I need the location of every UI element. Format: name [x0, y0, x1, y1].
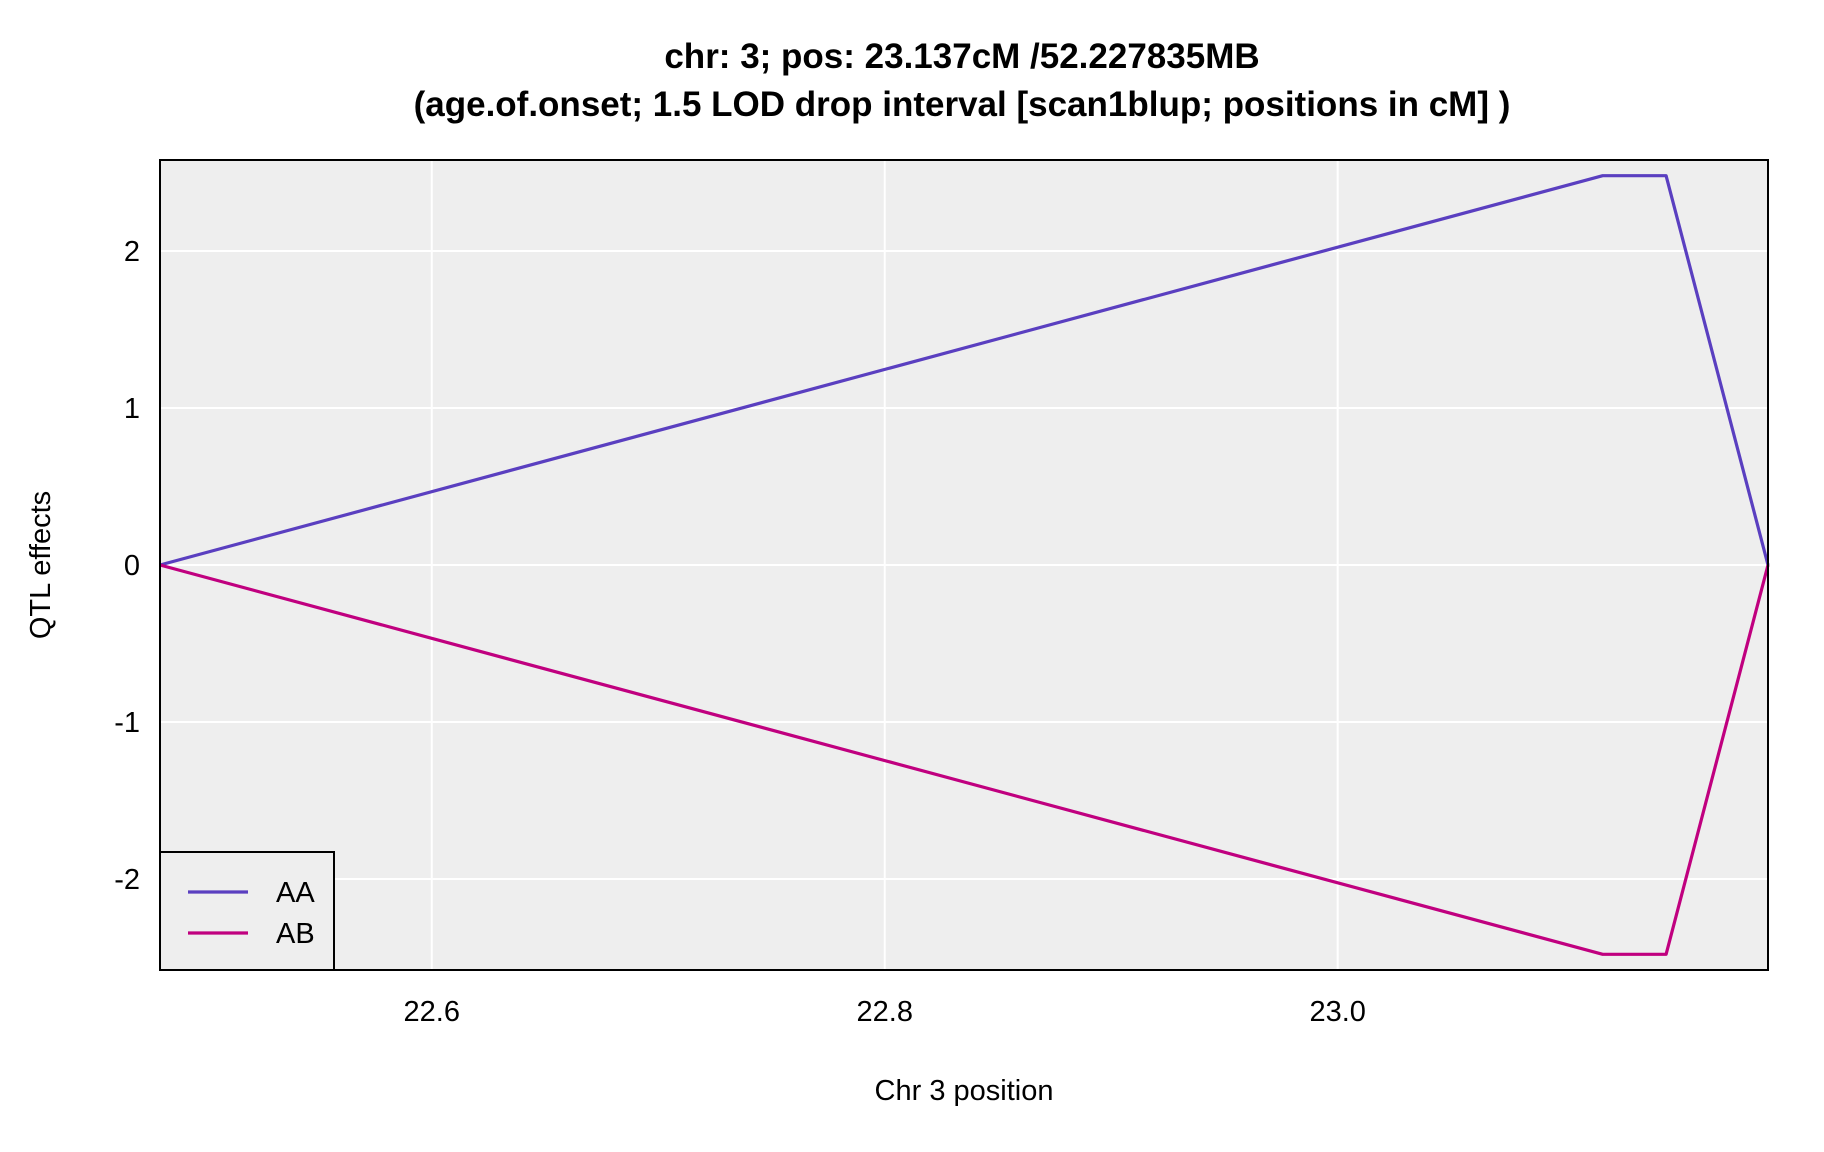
y-tick-label: 1 [124, 393, 140, 425]
legend-label: AA [276, 877, 315, 909]
grid-lines [160, 160, 1768, 970]
legend-box [159, 851, 335, 971]
x-tick-label: 22.6 [404, 996, 460, 1028]
chart-title-line-2: (age.of.onset; 1.5 LOD drop interval [sc… [414, 85, 1511, 124]
y-tick-label: -2 [114, 864, 140, 896]
x-axis-ticks: 22.6 22.8 23.0 [404, 996, 1366, 1028]
plot-frame [159, 159, 1769, 971]
x-tick-label: 22.8 [857, 996, 913, 1028]
y-tick-label: 2 [124, 236, 140, 268]
x-tick-label: 23.0 [1309, 996, 1365, 1028]
y-tick-label: -1 [114, 707, 140, 739]
chart-title-line-1: chr: 3; pos: 23.137cM /52.227835MB [664, 37, 1259, 76]
y-axis-ticks: -2 -1 0 1 2 [114, 236, 140, 896]
legend-label: AB [276, 918, 315, 950]
x-axis-label: Chr 3 position [875, 1075, 1054, 1107]
series-lines [159, 174, 1770, 956]
y-tick-label: 0 [124, 550, 140, 582]
series-line-AA [159, 174, 1770, 567]
series-line-AB [159, 563, 1770, 956]
legend: AA AB [159, 851, 335, 971]
y-axis-label: QTL effects [25, 491, 57, 639]
